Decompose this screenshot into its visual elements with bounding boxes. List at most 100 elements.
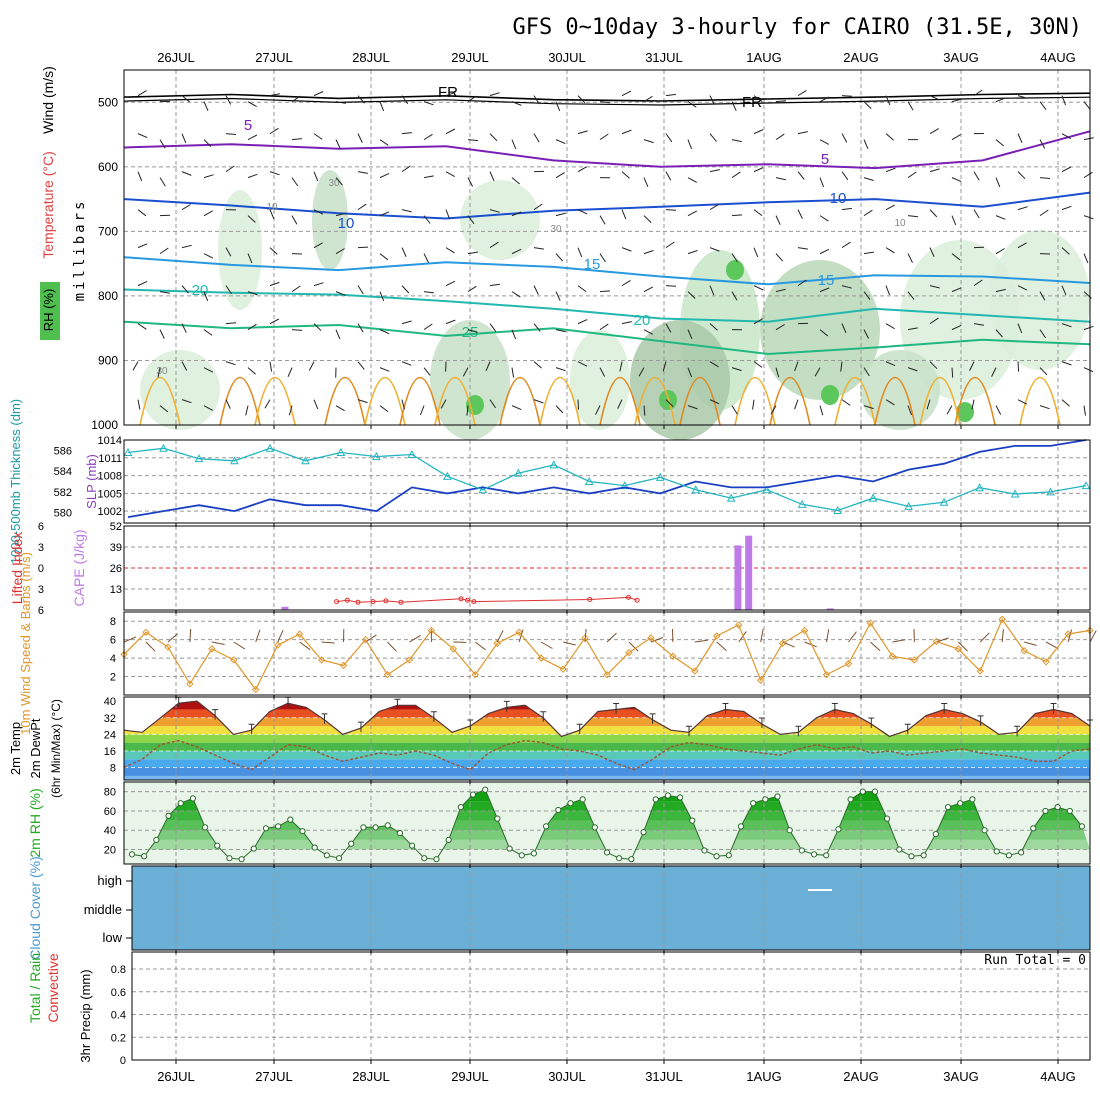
wind-barb [819,215,829,222]
rh-marker [1066,807,1073,815]
wind-barb [775,215,781,225]
warm-isotherm-arc [254,376,296,426]
rh-shading [460,180,540,260]
wind-barb [946,405,953,415]
contour-label: 10 [266,202,278,213]
wind-barb [643,177,649,187]
temp-band [124,742,1090,751]
wind-marker [142,628,150,636]
wind10m-barb [1024,641,1037,646]
wind-barb [731,139,742,143]
wind-barb [775,177,786,181]
wind-barb [357,133,363,143]
wind-barb [840,361,843,372]
li-tick-label: 3 [38,584,44,596]
wind-barb [1039,405,1050,410]
wind-barb [577,285,587,293]
wind-barb [929,247,935,258]
rh-marker [579,796,586,803]
wind-barb [533,361,542,369]
wind-barb [687,177,698,183]
wind-barb [269,209,275,220]
contour-label: 10 [338,215,355,232]
wind-barb [819,405,824,416]
wind-barb [1061,133,1071,140]
wind-barb [357,399,368,404]
wind-barb [489,92,500,97]
wind-barb [313,242,323,249]
minmax-whisker [795,725,802,737]
rh-marker [969,796,976,803]
wind-barb [819,287,830,293]
wind-barb [159,139,166,149]
wind-barb [885,247,895,254]
wind-barb [753,167,764,173]
panel-frame [123,69,1091,426]
rh-high-core [821,385,839,405]
wind-barb [203,253,214,259]
warm-isotherm-arc [499,376,541,426]
rh-marker [737,823,745,830]
panel-frame [123,781,1091,865]
rh-marker [226,855,233,862]
wind-barb [841,285,852,289]
wind-barb [137,323,147,330]
cloud-bg [132,866,1090,950]
wind10m-barb [628,641,639,652]
wind-barb [1061,247,1070,255]
wind-barb [137,133,148,139]
cape-bar [826,608,834,610]
wind10m-barb [606,632,617,643]
wind-barb [225,165,235,173]
wind-barb [863,139,869,150]
wind10m-barb [870,641,881,652]
rh-marker [128,851,136,858]
rh-marker [457,803,464,811]
rh-marker [652,796,659,803]
wind-barb [687,291,696,299]
minmax-whisker [503,700,510,712]
wind-marker [186,680,194,688]
wind-barb [181,244,192,249]
wind-barb [291,177,299,187]
wind-marker [844,659,853,668]
wind-barb [599,323,609,331]
contour-label: FR [438,84,458,101]
rh-marker [409,842,416,849]
wind-barb [643,95,653,103]
wind-barb [423,175,434,179]
wind10m-barb [936,637,949,643]
isotherm-line [123,191,1091,220]
wind-barb [533,399,544,404]
panel-frame [123,525,1091,611]
contour-label: 30 [156,366,168,377]
wind-barb [335,139,341,149]
wind-barb [753,318,763,325]
wind-barb [357,246,369,249]
wind-barb [621,209,627,220]
rh-marker [835,826,842,833]
isotherm-line [123,320,1091,356]
li-label: Lifted Index [9,532,25,604]
wind-barb [797,89,807,97]
wind-barb [401,285,410,294]
wind-barb [247,134,258,141]
wind-barb [489,323,497,332]
wind-barb [617,399,623,409]
wind-barb [885,204,896,211]
wind-barb [819,248,830,255]
wind-marker [295,630,304,638]
rh-marker [1005,852,1013,859]
minmax-whisker [357,721,364,733]
wind-barb [665,133,673,143]
minmax-whisker [1014,725,1021,737]
wind-marker [603,671,611,679]
temp-tick-label: 16 [104,746,116,758]
minmax-whisker [868,717,875,728]
wind-barb [511,367,515,378]
rh-marker [506,845,513,852]
rh-marker [201,824,209,831]
date-label-bottom: 31JUL [645,1069,683,1084]
date-label-top: 1AUG [746,50,781,65]
rh-marker [445,836,452,843]
